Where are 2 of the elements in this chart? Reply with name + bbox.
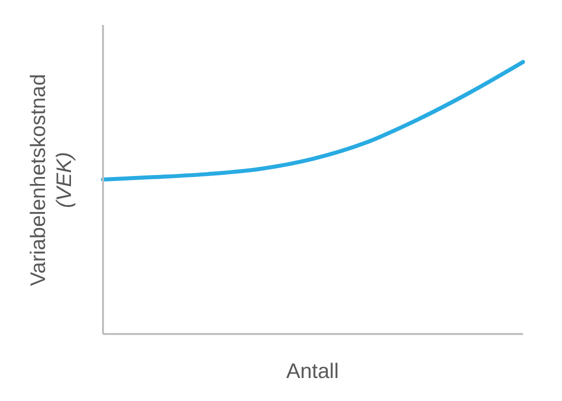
y-axis-title: Variabelenhetskostnad (VEK): [26, 74, 77, 286]
x-axis-title: Antall: [285, 360, 340, 384]
